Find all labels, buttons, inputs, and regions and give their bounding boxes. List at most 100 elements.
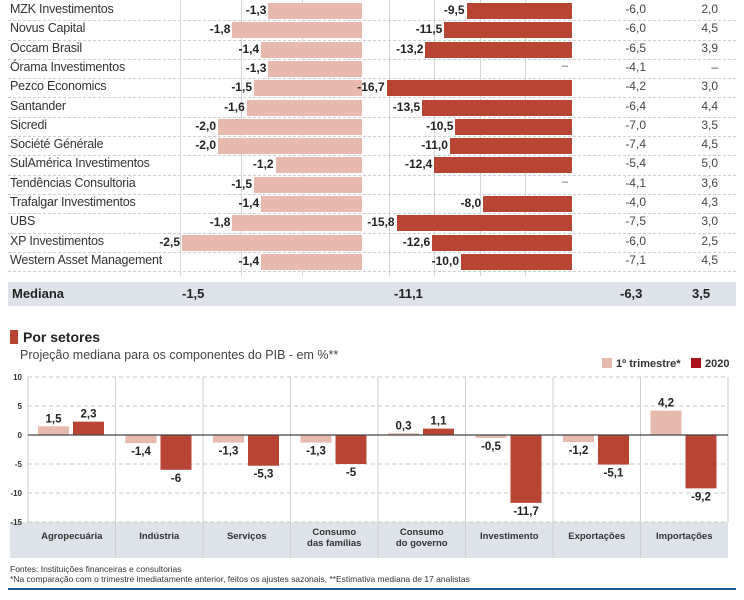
bar-q1 xyxy=(246,99,362,116)
institution-name: SulAmérica Investimentos xyxy=(10,156,150,171)
bar-q1-label: -1,5 xyxy=(231,176,252,191)
bar-q1-label: 1,5 xyxy=(46,413,63,425)
col4-value: 4,5 xyxy=(701,137,718,152)
col3-value: -4,0 xyxy=(625,195,646,209)
bar-2020-label: -10,0 xyxy=(431,253,459,268)
bar-2020-label: -9,2 xyxy=(691,491,711,503)
legend-2020-label: 2020 xyxy=(705,358,730,370)
table-row: Pezco Economics -4,2 3,0 xyxy=(8,78,736,99)
forecast-table: MZK Investimentos -6,0 2,0 -1,3 -9,5 Novus Ca… xyxy=(8,0,736,276)
bar-q1 xyxy=(475,435,507,438)
bar-2020-label: 2,3 xyxy=(81,409,97,421)
category-label: Consumo xyxy=(312,527,356,538)
col4-value: 2,5 xyxy=(701,233,718,248)
institution-name: Trafalgar Investimentos xyxy=(10,195,136,209)
institution-name: Western Asset Management xyxy=(10,252,162,267)
bar-2020 xyxy=(396,215,572,232)
y-tick-label: -5 xyxy=(15,460,23,469)
bar-q1-label: 0,3 xyxy=(396,420,412,432)
table-row: Órama Investimentos -4,1 – xyxy=(8,59,736,80)
bar-q1 xyxy=(261,253,362,270)
col3-value: -4,2 xyxy=(625,79,646,94)
bar-2020 xyxy=(248,435,279,466)
bar-2020-label: -12,4 xyxy=(405,157,433,172)
bar-q1 xyxy=(650,410,682,435)
table-row: UBS -7,5 3,0 xyxy=(8,213,736,234)
institution-name: Santander xyxy=(10,98,66,113)
category-band xyxy=(10,522,728,558)
bar-2020-label: -13,5 xyxy=(392,99,421,114)
footer: Fontes: Instituições financeiras e consu… xyxy=(10,564,470,584)
col4-value: 4,5 xyxy=(701,21,718,36)
bar-q1 xyxy=(232,215,362,232)
bar-q1-label: -2,0 xyxy=(195,138,216,153)
bar-2020 xyxy=(466,3,572,19)
bar-2020-label: -16,7 xyxy=(357,80,385,95)
col3-value: -5,4 xyxy=(625,156,646,171)
institution-name: Sicredi xyxy=(10,117,47,132)
bar-q1-label: -0,5 xyxy=(481,441,501,453)
category-label: Indústria xyxy=(139,531,180,542)
institution-name: Tendências Consultoria xyxy=(10,175,136,190)
bar-q1 xyxy=(300,435,332,443)
col4-value: 3,6 xyxy=(701,175,718,190)
bar-2020 xyxy=(335,435,367,464)
institution-name: Société Générale xyxy=(10,137,104,152)
bar-q1 xyxy=(182,234,362,251)
table-row: Sicredi -7,0 3,5 xyxy=(8,117,736,138)
category-label: Exportações xyxy=(568,531,625,542)
sector-bar-chart: 10 5 0 -5 -10 -15 1,5 2,3 Agropecuária -1,4 -6 Indú… xyxy=(10,373,729,558)
bar-q1-label: -1,6 xyxy=(224,99,245,114)
legend-q1-label: 1º trimestre* xyxy=(616,358,681,370)
bar-2020 xyxy=(73,421,104,435)
y-tick-label: -15 xyxy=(10,518,22,527)
col3-value: -7,1 xyxy=(625,252,646,267)
col3-value: -4,1 xyxy=(625,175,646,190)
grid-line xyxy=(389,0,390,276)
bar-q1-label: -1,3 xyxy=(306,446,326,458)
table-row: Western Asset Management -7,1 4,5 xyxy=(8,252,736,273)
bar-q1-label: -1,3 xyxy=(219,446,239,458)
bar-2020-label: -11,7 xyxy=(513,506,539,518)
bar-q1 xyxy=(213,435,244,443)
category-label: Consumo xyxy=(400,527,444,538)
bar-2020-label: -5,3 xyxy=(254,469,274,481)
grid-line xyxy=(180,0,181,276)
bar-2020-label: -5 xyxy=(346,467,357,479)
grid-line xyxy=(434,0,435,276)
median-col4: 3,5 xyxy=(692,286,711,301)
bar-q1-label: -1,3 xyxy=(245,3,267,17)
category-label: Serviços xyxy=(227,531,267,542)
table-row: SulAmérica Investimentos -5,4 5,0 xyxy=(8,155,736,176)
bar-q1-label: -1,3 xyxy=(245,60,267,75)
bar-q1 xyxy=(261,196,362,212)
median-row: Mediana -1,5 -11,1 -6,3 3,5 xyxy=(8,282,736,306)
table-row: XP Investimentos -6,0 2,5 xyxy=(8,233,736,253)
y-tick-label: -10 xyxy=(10,489,22,498)
bar-2020 xyxy=(434,157,572,174)
bar-q1 xyxy=(563,435,594,442)
bar-q1 xyxy=(388,433,419,435)
bar-2020 xyxy=(455,118,572,135)
bar-q1 xyxy=(268,60,362,77)
bar-q1 xyxy=(275,157,362,174)
col3-value: -7,4 xyxy=(625,137,646,152)
col4-value: 3,0 xyxy=(701,79,718,94)
bar-q1-label: -1,2 xyxy=(252,157,274,172)
bar-q1-label: -2,5 xyxy=(159,234,180,249)
chart-subtitle: Projeção mediana para os componentes do … xyxy=(20,348,339,362)
legend-swatch-2020-icon xyxy=(691,358,701,368)
bar-q1-label: -1,8 xyxy=(209,215,231,230)
col3-value: -6,0 xyxy=(625,233,646,248)
grid-line xyxy=(480,0,481,276)
bar-q1 xyxy=(261,41,362,58)
col4-value: 3,9 xyxy=(701,40,718,55)
footer-sources: Fontes: Instituições financeiras e consu… xyxy=(10,564,182,574)
bar-2020-label: -9,5 xyxy=(443,3,465,17)
bar-2020-missing: – xyxy=(562,59,569,72)
section-title-text: Por setores xyxy=(23,329,101,345)
col3-value: -6,5 xyxy=(625,40,646,55)
bar-2020-label: -15,8 xyxy=(367,215,395,230)
col4-value: – xyxy=(711,59,718,74)
bar-2020 xyxy=(425,41,572,58)
